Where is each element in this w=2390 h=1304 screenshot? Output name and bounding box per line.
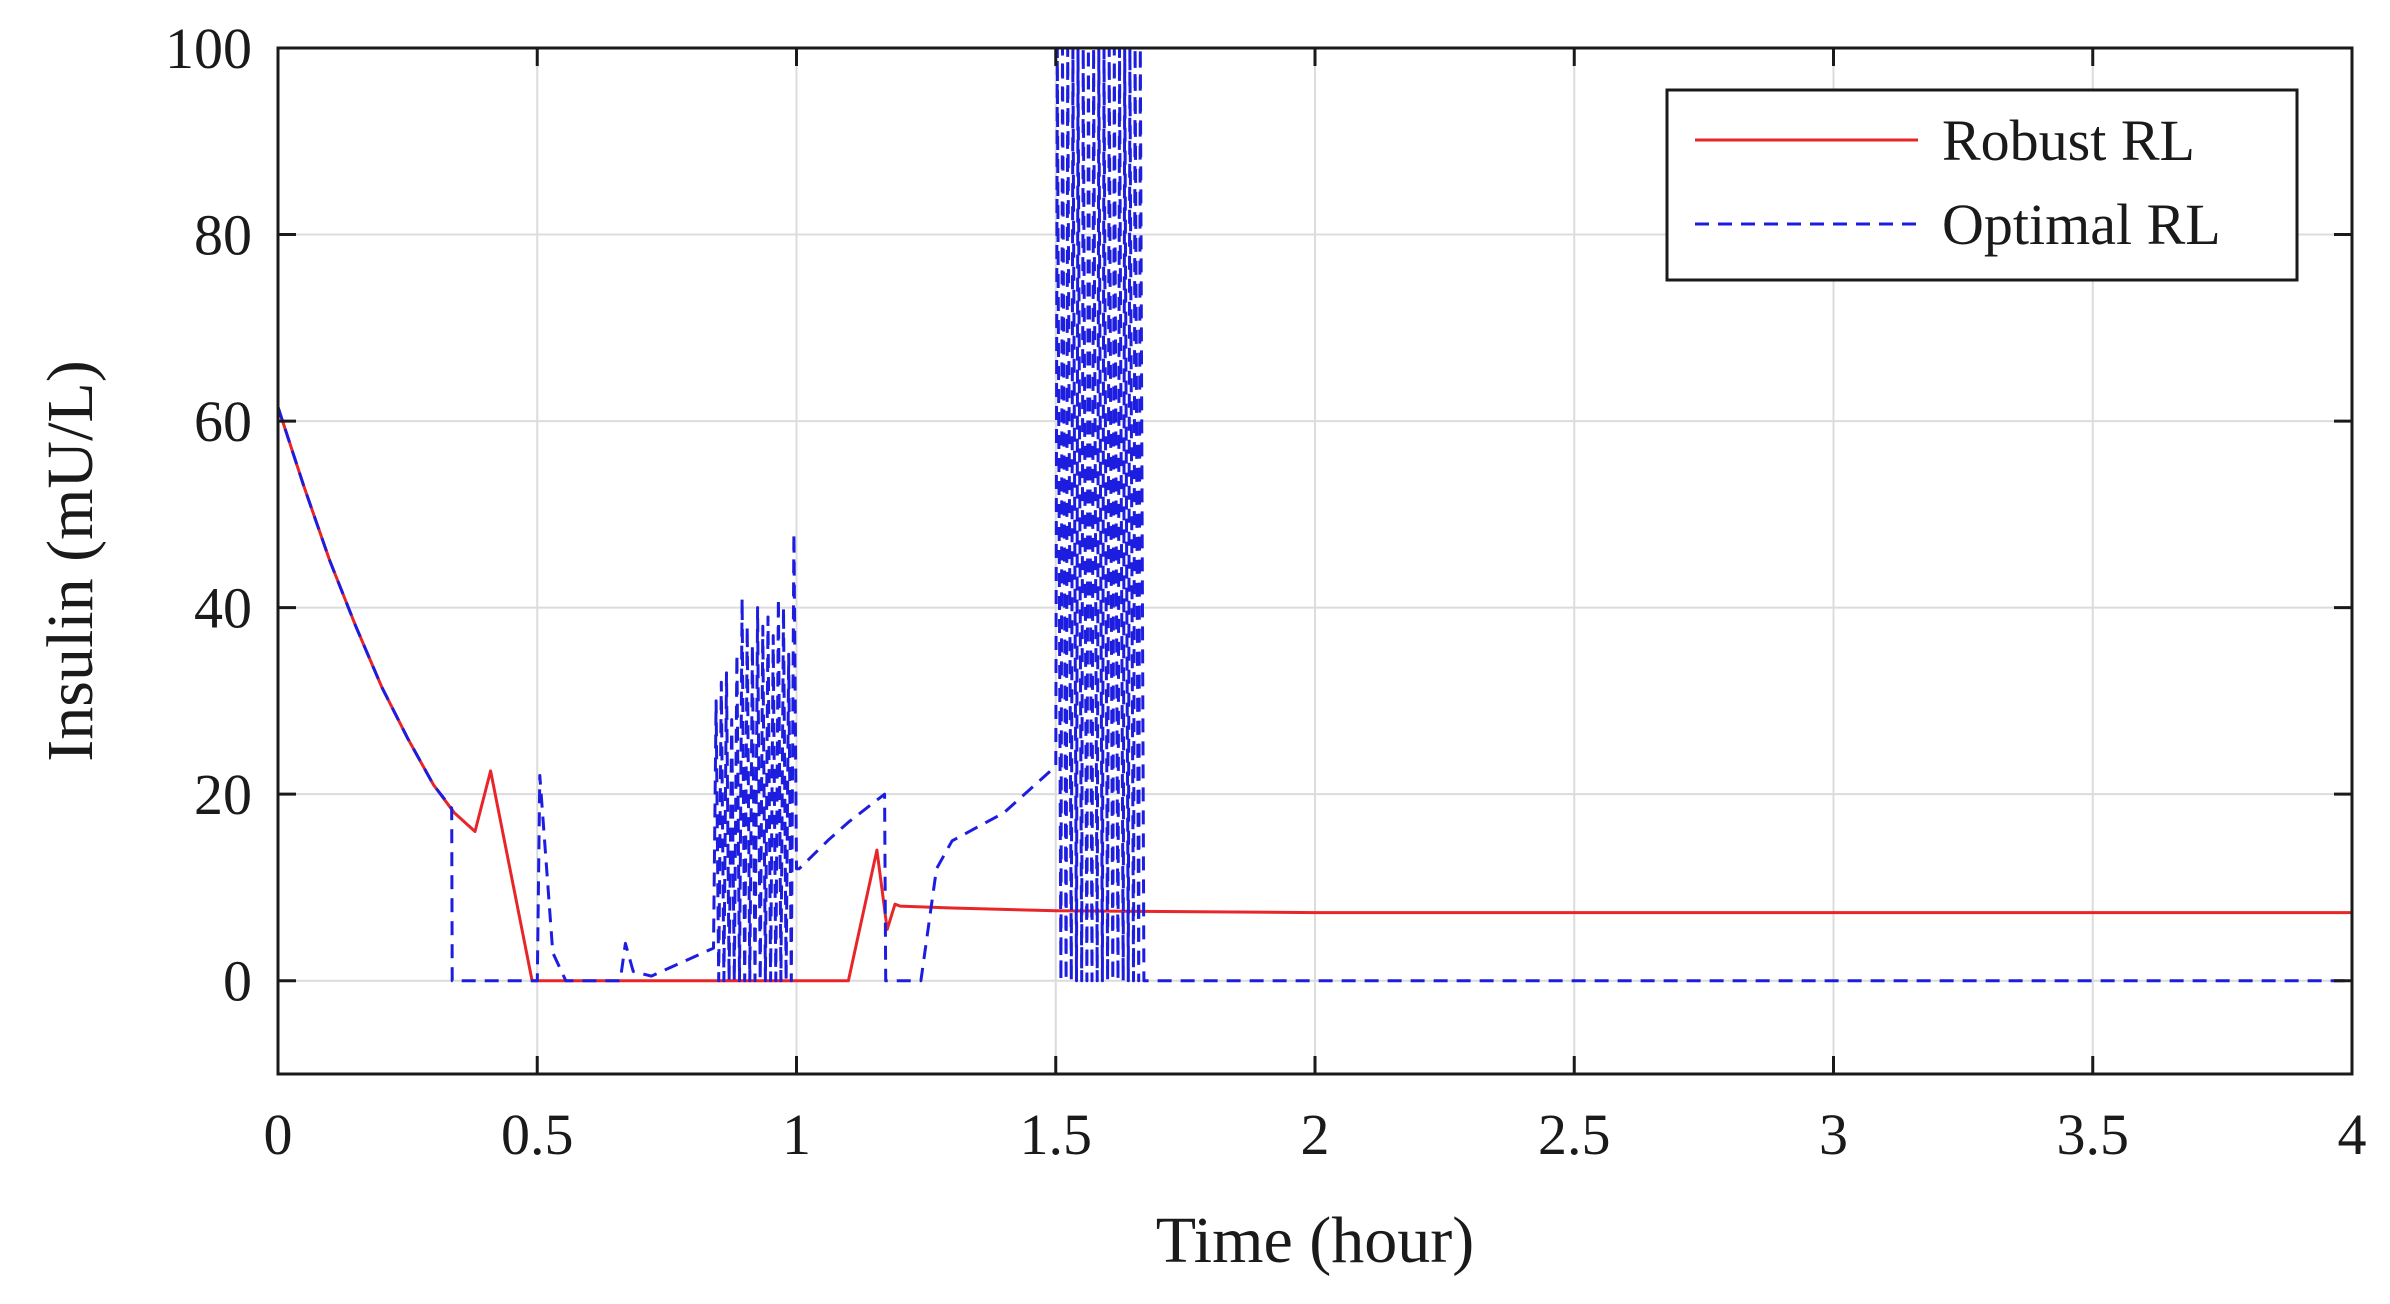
x-tick-label: 3.5 bbox=[2057, 1102, 2130, 1167]
legend: Robust RL Optimal RL bbox=[1665, 88, 2299, 282]
x-tick-label: 0 bbox=[264, 1102, 293, 1167]
y-tick-label: 80 bbox=[194, 203, 252, 268]
legend-label-robust-rl: Robust RL bbox=[1942, 108, 2195, 173]
series-layer bbox=[278, 48, 2352, 983]
y-tick-label: 40 bbox=[194, 576, 252, 641]
x-tick-labels: 0 0.5 1 1.5 2 2.5 3 3.5 4 bbox=[264, 1102, 2367, 1167]
series-line-optimal-rl bbox=[278, 48, 2352, 983]
y-tick-label: 100 bbox=[165, 16, 252, 81]
y-tick-label: 20 bbox=[194, 762, 252, 827]
y-tick-labels: 0 20 40 60 80 100 bbox=[165, 16, 252, 1014]
x-tick-label: 1 bbox=[782, 1102, 811, 1167]
x-tick-label: 2.5 bbox=[1538, 1102, 1611, 1167]
legend-label-optimal-rl: Optimal RL bbox=[1942, 192, 2221, 257]
x-axis-title: Time (hour) bbox=[1156, 1204, 1474, 1277]
x-tick-label: 1.5 bbox=[1020, 1102, 1093, 1167]
x-tick-label: 4 bbox=[2338, 1102, 2367, 1167]
y-tick-label: 0 bbox=[223, 949, 252, 1014]
y-axis-title: Insulin (mU/L) bbox=[34, 360, 107, 761]
x-tick-label: 2 bbox=[1301, 1102, 1330, 1167]
legend-box bbox=[1665, 88, 2299, 282]
y-tick-label: 60 bbox=[194, 389, 252, 454]
x-tick-label: 3 bbox=[1819, 1102, 1848, 1167]
x-tick-label: 0.5 bbox=[501, 1102, 574, 1167]
axis-ticks bbox=[276, 46, 2354, 1074]
